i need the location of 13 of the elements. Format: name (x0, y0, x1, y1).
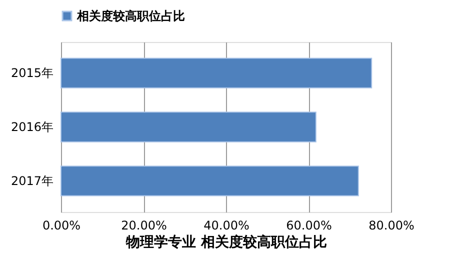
y-tick-label: 2017年 (10, 174, 54, 188)
x-tick-label: 60.00% (286, 218, 332, 232)
bar (60, 58, 372, 88)
x-tick-label: 0.00% (42, 218, 81, 232)
bar (60, 166, 359, 196)
x-axis-title: 物理学专业 相关度较高职位占比 (125, 234, 327, 250)
legend-label: 相关度较高职位占比 (76, 9, 185, 23)
x-tick-label: 80.00% (368, 218, 414, 232)
bar (60, 112, 316, 142)
y-tick-label: 2016年 (10, 120, 54, 134)
x-tick-label: 20.00% (121, 218, 167, 232)
y-tick-label: 2015年 (10, 66, 54, 80)
x-tick-label: 40.00% (204, 218, 250, 232)
